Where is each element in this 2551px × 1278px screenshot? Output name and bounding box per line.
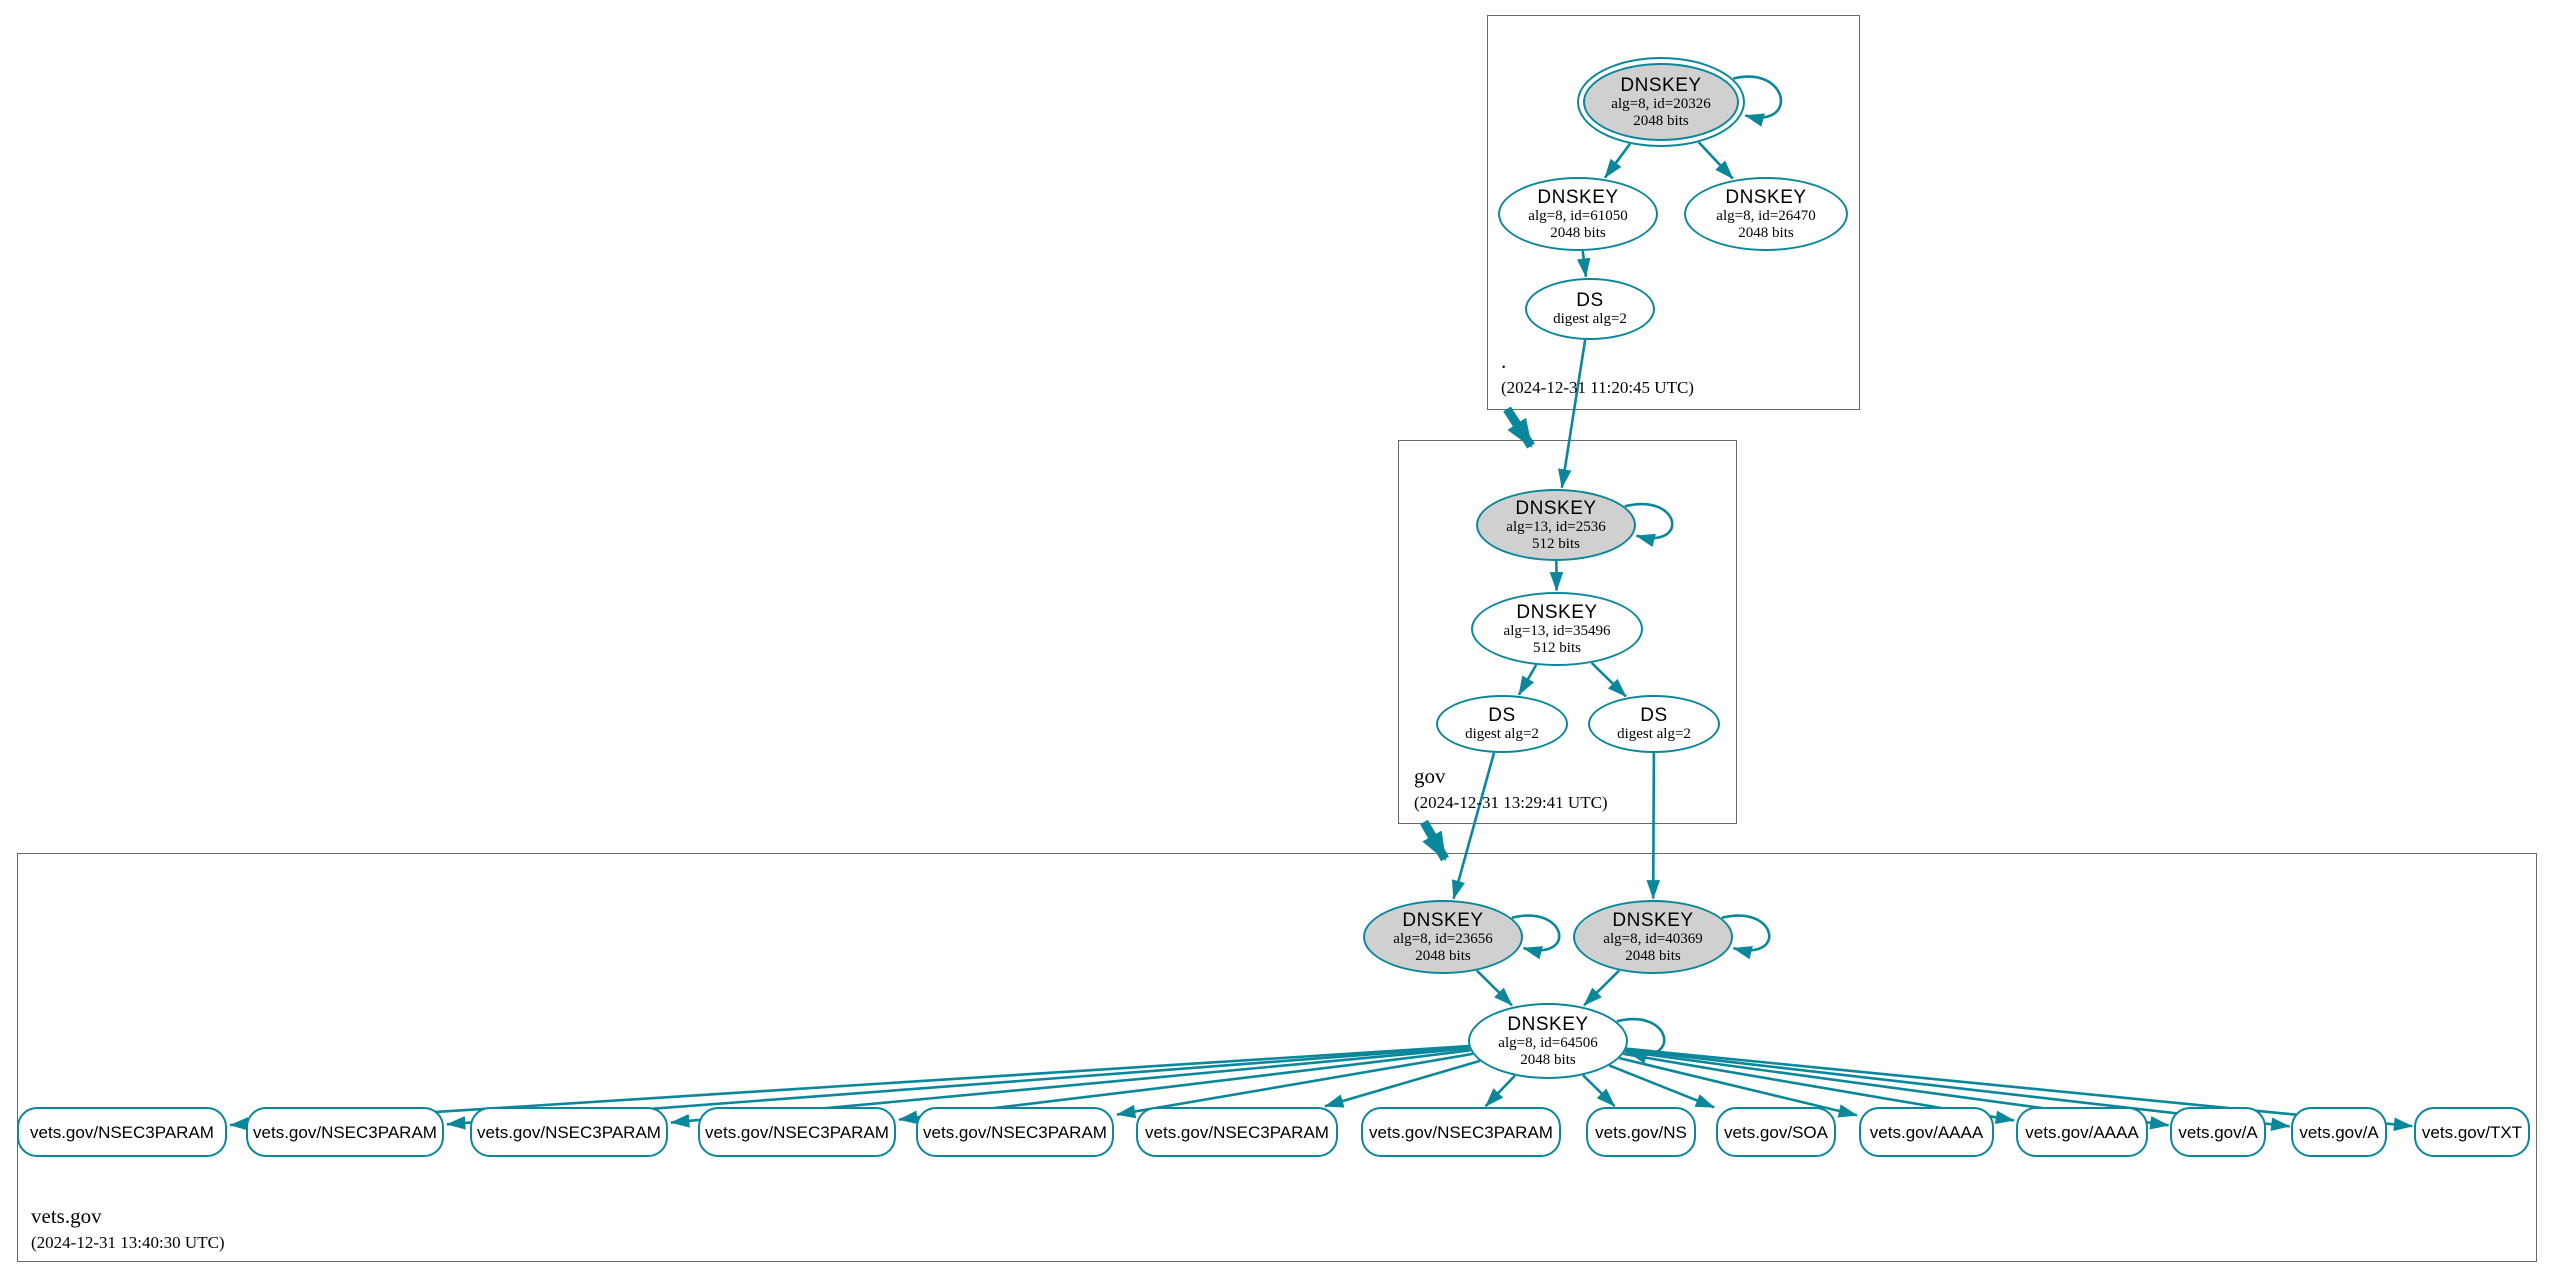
node-title: DNSKEY bbox=[1725, 186, 1807, 208]
node-dnskey-23656-ksk[interactable]: DNSKEY alg=8, id=23656 2048 bits bbox=[1363, 900, 1523, 974]
node-detail: 2048 bits bbox=[1738, 224, 1794, 241]
node-title: DNSKEY bbox=[1537, 186, 1619, 208]
node-title: DS bbox=[1576, 290, 1604, 311]
node-detail: alg=8, id=23656 bbox=[1393, 930, 1493, 947]
node-dnskey-35496[interactable]: DNSKEY alg=13, id=35496 512 bits bbox=[1471, 592, 1643, 666]
node-detail: digest alg=2 bbox=[1465, 726, 1539, 742]
zone-name-gov: gov bbox=[1414, 764, 1446, 788]
rrset-aaaa-1[interactable]: vets.gov/AAAA bbox=[1859, 1107, 1994, 1157]
rrset-nsec3param-5[interactable]: vets.gov/NSEC3PARAM bbox=[916, 1107, 1114, 1157]
node-detail: alg=8, id=26470 bbox=[1716, 207, 1816, 224]
node-title: DNSKEY bbox=[1507, 1013, 1589, 1035]
zone-timestamp-gov: (2024-12-31 13:29:41 UTC) bbox=[1414, 793, 1608, 812]
rrset-nsec3param-3[interactable]: vets.gov/NSEC3PARAM bbox=[470, 1107, 668, 1157]
node-detail: alg=13, id=2536 bbox=[1506, 518, 1606, 535]
rrset-a-1[interactable]: vets.gov/A bbox=[2170, 1107, 2266, 1157]
zone-timestamp-vets-gov: (2024-12-31 13:40:30 UTC) bbox=[31, 1233, 225, 1252]
node-dnskey-64506-zsk[interactable]: DNSKEY alg=8, id=64506 2048 bits bbox=[1468, 1003, 1628, 1079]
node-detail: alg=8, id=61050 bbox=[1528, 207, 1628, 224]
node-detail: 512 bits bbox=[1532, 535, 1580, 552]
node-detail: 512 bits bbox=[1533, 639, 1581, 656]
node-detail: 2048 bits bbox=[1415, 947, 1471, 964]
rrset-txt[interactable]: vets.gov/TXT bbox=[2414, 1107, 2530, 1157]
rrset-nsec3param-2[interactable]: vets.gov/NSEC3PARAM bbox=[246, 1107, 444, 1157]
node-ds-root[interactable]: DS digest alg=2 bbox=[1525, 278, 1655, 340]
node-title: DS bbox=[1488, 705, 1516, 726]
zone-name-root: . bbox=[1501, 349, 1507, 373]
node-dnskey-40369-ksk[interactable]: DNSKEY alg=8, id=40369 2048 bits bbox=[1573, 900, 1733, 974]
zone-box-vets-gov bbox=[17, 853, 2537, 1262]
node-detail: 2048 bits bbox=[1550, 224, 1606, 241]
zone-timestamp-root: (2024-12-31 11:20:45 UTC) bbox=[1501, 378, 1694, 397]
zone-box-root bbox=[1487, 15, 1860, 410]
node-detail: alg=8, id=64506 bbox=[1498, 1034, 1598, 1051]
node-dnskey-20326-ksk[interactable]: DNSKEY alg=8, id=20326 2048 bits bbox=[1577, 57, 1745, 147]
node-title: DS bbox=[1640, 705, 1668, 726]
node-ds-gov-1[interactable]: DS digest alg=2 bbox=[1436, 695, 1568, 753]
node-ds-gov-2[interactable]: DS digest alg=2 bbox=[1588, 695, 1720, 753]
rrset-nsec3param-1[interactable]: vets.gov/NSEC3PARAM bbox=[17, 1107, 227, 1157]
node-dnskey-2536-ksk[interactable]: DNSKEY alg=13, id=2536 512 bits bbox=[1476, 489, 1636, 561]
zone-name-vets-gov: vets.gov bbox=[31, 1204, 102, 1228]
rrset-aaaa-2[interactable]: vets.gov/AAAA bbox=[2016, 1107, 2148, 1157]
node-title: DNSKEY bbox=[1515, 497, 1597, 519]
node-detail: alg=8, id=20326 bbox=[1611, 95, 1711, 112]
rrset-a-2[interactable]: vets.gov/A bbox=[2291, 1107, 2387, 1157]
node-detail: 2048 bits bbox=[1625, 947, 1681, 964]
node-title: DNSKEY bbox=[1612, 909, 1694, 931]
node-detail: 2048 bits bbox=[1633, 112, 1689, 129]
node-title: DNSKEY bbox=[1620, 74, 1702, 96]
node-detail: 2048 bits bbox=[1520, 1051, 1576, 1068]
rrset-nsec3param-4[interactable]: vets.gov/NSEC3PARAM bbox=[698, 1107, 896, 1157]
rrset-nsec3param-7[interactable]: vets.gov/NSEC3PARAM bbox=[1361, 1107, 1561, 1157]
node-detail: alg=13, id=35496 bbox=[1503, 622, 1611, 639]
rrset-soa[interactable]: vets.gov/SOA bbox=[1716, 1107, 1836, 1157]
node-detail: digest alg=2 bbox=[1617, 726, 1691, 742]
node-detail: digest alg=2 bbox=[1553, 311, 1627, 327]
zone-box-gov bbox=[1398, 440, 1737, 824]
node-detail: alg=8, id=40369 bbox=[1603, 930, 1703, 947]
node-title: DNSKEY bbox=[1516, 601, 1598, 623]
node-dnskey-26470[interactable]: DNSKEY alg=8, id=26470 2048 bits bbox=[1684, 177, 1848, 251]
rrset-nsec3param-6[interactable]: vets.gov/NSEC3PARAM bbox=[1136, 1107, 1338, 1157]
rrset-ns[interactable]: vets.gov/NS bbox=[1586, 1107, 1696, 1157]
node-dnskey-61050[interactable]: DNSKEY alg=8, id=61050 2048 bits bbox=[1498, 177, 1658, 251]
node-title: DNSKEY bbox=[1402, 909, 1484, 931]
